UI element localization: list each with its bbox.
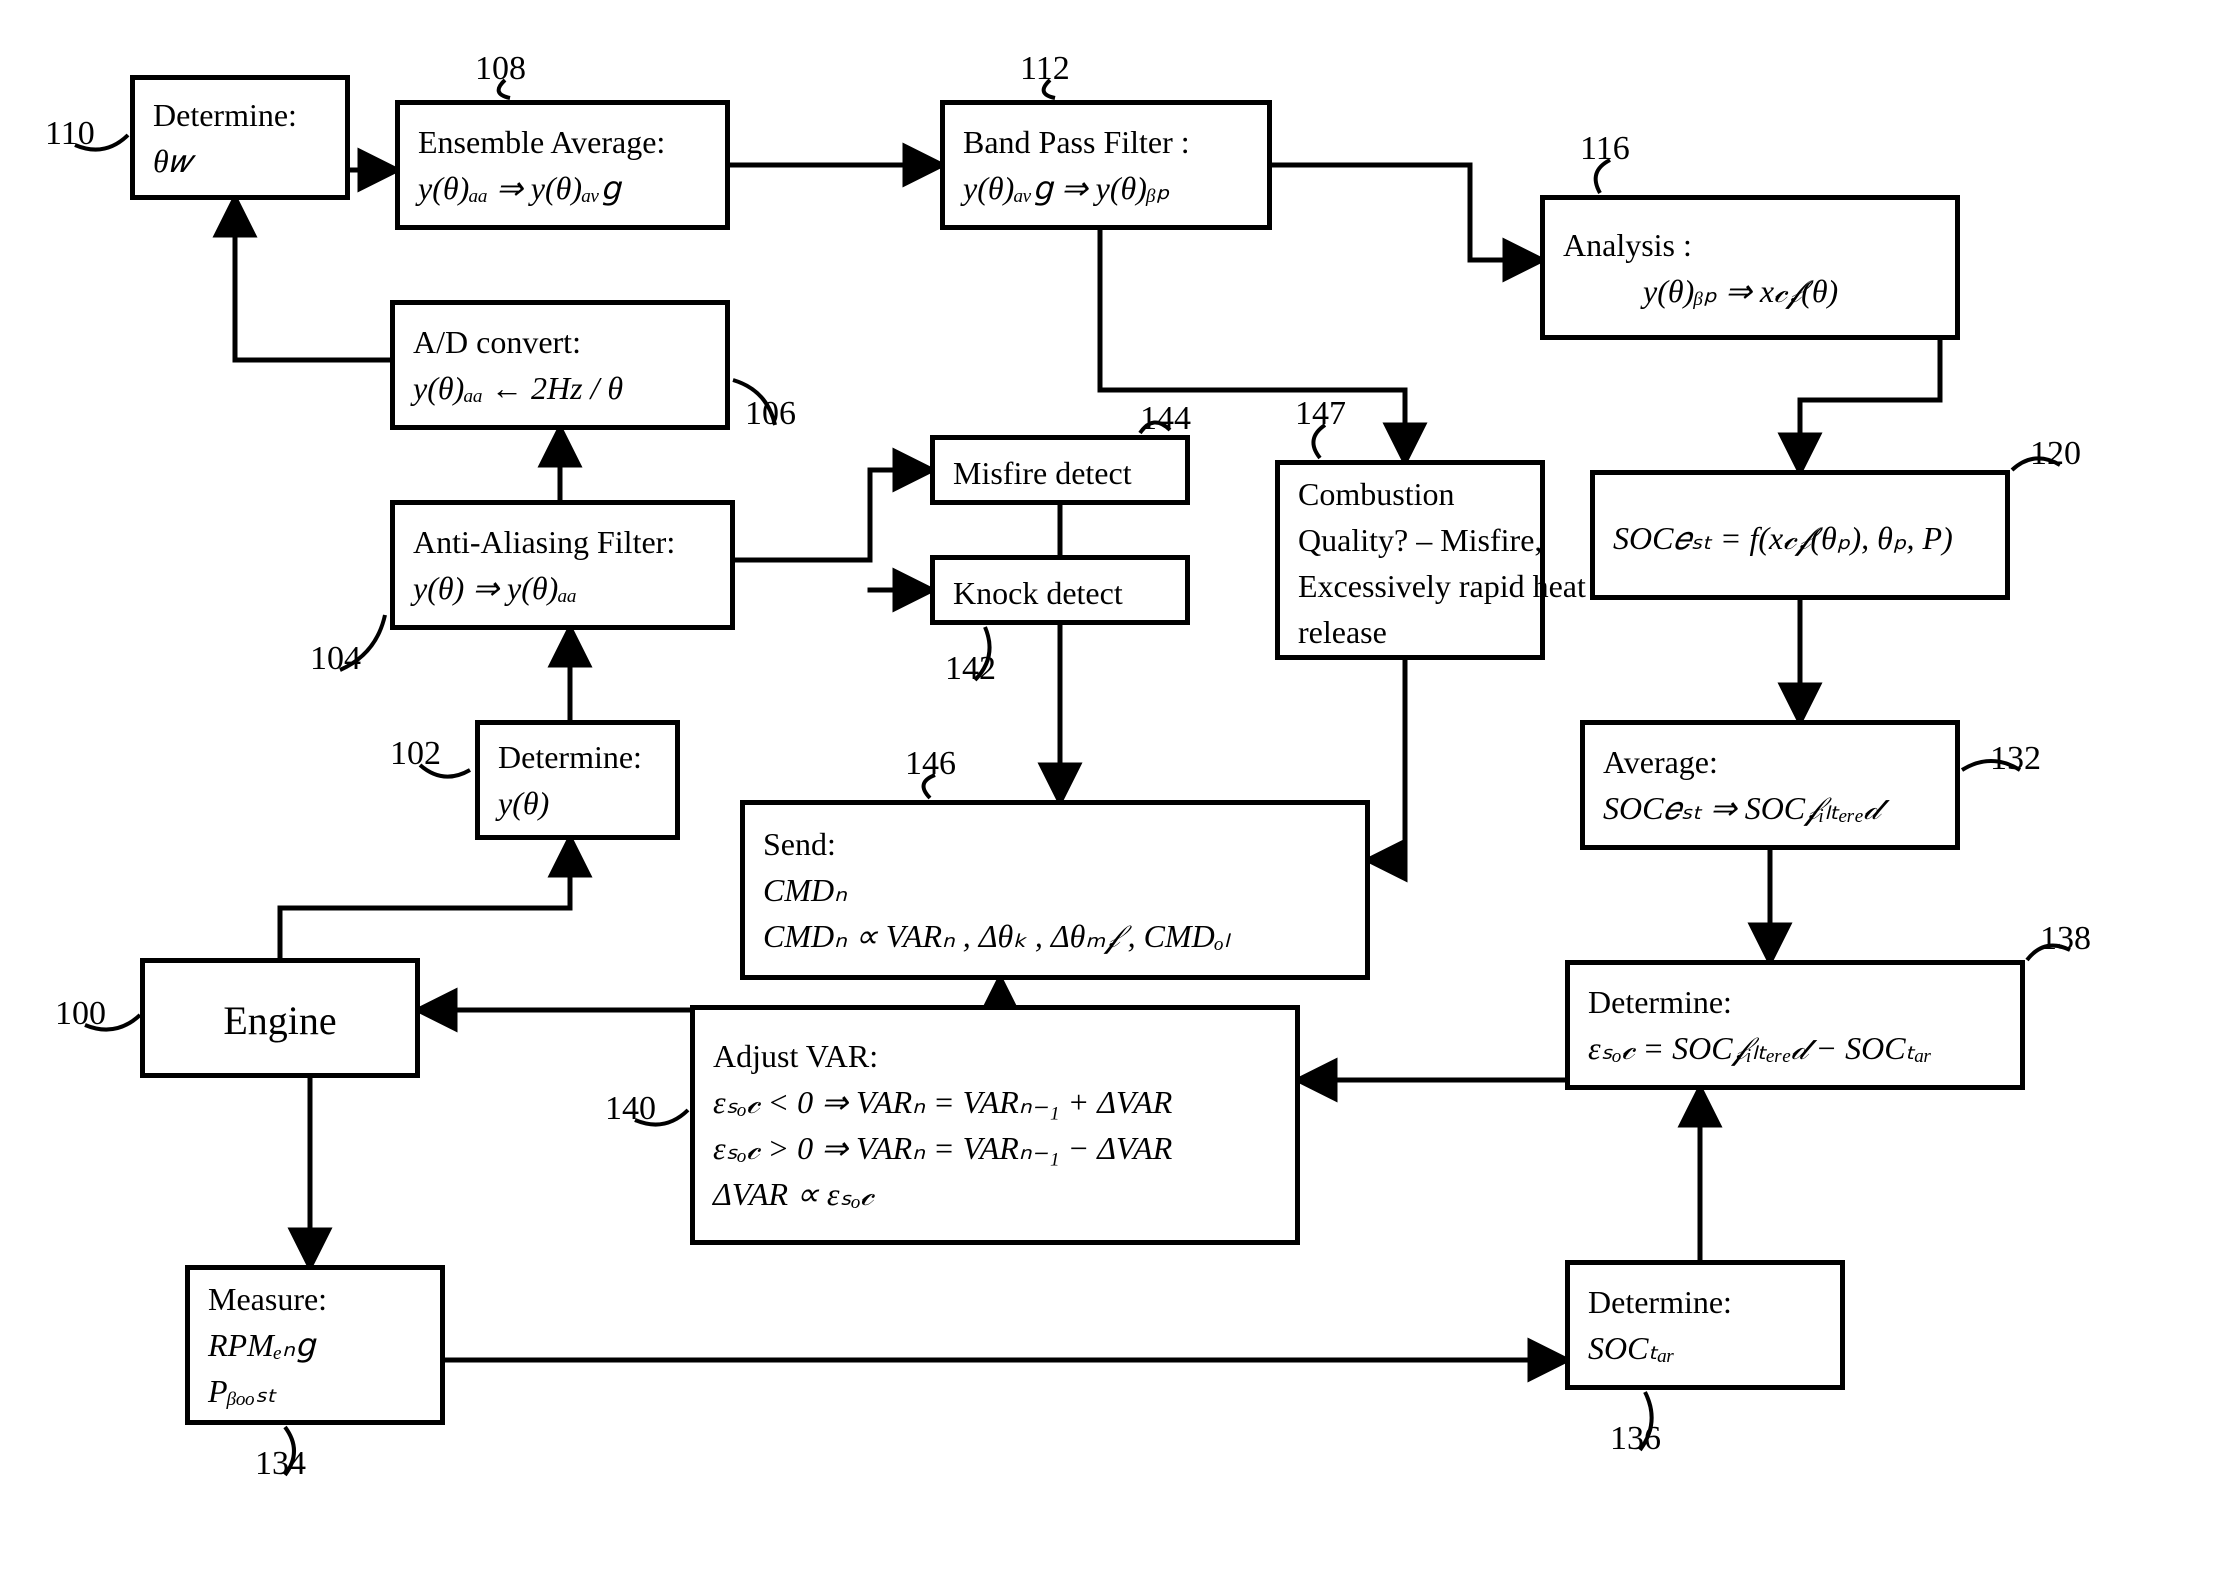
node-send-formula-1: CMDₙ ∝ VARₙ , Δθₖ , Δθₘ𝒻 , CMDₒₗ [763, 916, 1347, 956]
node-adjust_var-title: Adjust VAR: [713, 1036, 1277, 1076]
ref-116: 116 [1580, 130, 1630, 168]
node-quality-formula-0: Combustion [1298, 474, 1522, 514]
flowchart-canvas: Engine Determine: y(θ) Anti-Aliasing Filter… [0, 0, 2235, 1589]
node-measure-formula-1: Pᵦₒₒₛₜ [208, 1371, 422, 1411]
node-send: Send: CMDₙ CMDₙ ∝ VARₙ , Δθₖ , Δθₘ𝒻 , CMDₒ… [740, 800, 1370, 980]
node-ensemble: Ensemble Average: y(θ)ₐₐ ⇒ y(θ)ₐᵥ𝗀 [395, 100, 730, 230]
node-misfire-formula-0: Misfire detect [953, 453, 1167, 493]
edge-e-aa-detectors [735, 470, 870, 560]
node-measure-formula-0: RPMₑₙ𝗀 [208, 1325, 422, 1365]
node-anti_alias: Anti-Aliasing Filter: y(θ) ⇒ y(θ)ₐₐ [390, 500, 735, 630]
node-bandpass: Band Pass Filter : y(θ)ₐᵥ𝗀 ⇒ y(θ)ᵦₚ [940, 100, 1272, 230]
node-soc_tar-title: Determine: [1588, 1282, 1822, 1322]
ref-132: 132 [1990, 740, 2041, 778]
ref-110: 110 [45, 115, 95, 153]
node-ad_convert-title: A/D convert: [413, 322, 707, 362]
ref-100: 100 [55, 995, 106, 1033]
node-bandpass-title: Band Pass Filter : [963, 122, 1249, 162]
node-average-title: Average: [1603, 742, 1937, 782]
node-send-formula-0: CMDₙ [763, 870, 1347, 910]
node-bandpass-formula-0: y(θ)ₐᵥ𝗀 ⇒ y(θ)ᵦₚ [963, 168, 1249, 208]
node-average: Average: SOC𝑒ₛₜ ⇒ SOC𝒻ᵢₗₜₑᵣₑ𝒹 [1580, 720, 1960, 850]
node-analysis-title: Analysis : [1563, 225, 1937, 265]
node-send-title: Send: [763, 824, 1347, 864]
node-determine_y-title: Determine: [498, 737, 657, 777]
ref-134: 134 [255, 1445, 306, 1483]
edge-e-ad-tw [235, 200, 390, 360]
node-determine_tw: Determine: θ𝑤 [130, 75, 350, 200]
node-quality-formula-3: release [1298, 612, 1522, 652]
node-det_eps-title: Determine: [1588, 982, 2002, 1022]
node-det_eps: Determine: εₛₒ𝒸 = SOC𝒻ᵢₗₜₑᵣₑ𝒹 − SOCₜₐᵣ [1565, 960, 2025, 1090]
edge-e-engine-dety [280, 840, 570, 958]
node-measure: Measure: RPMₑₙ𝗀 Pᵦₒₒₛₜ [185, 1265, 445, 1425]
node-adjust_var: Adjust VAR: εₛₒ𝒸 < 0 ⇒ VARₙ = VARₙ₋₁ + ΔV… [690, 1005, 1300, 1245]
node-determine_tw-formula-0: θ𝑤 [153, 141, 327, 181]
node-determine_tw-title: Determine: [153, 95, 327, 135]
node-determine_y: Determine: y(θ) [475, 720, 680, 840]
ref-108: 108 [475, 50, 526, 88]
ref-142: 142 [945, 650, 996, 688]
ref-136: 136 [1610, 1420, 1661, 1458]
node-anti_alias-formula-0: y(θ) ⇒ y(θ)ₐₐ [413, 568, 712, 608]
ref-112: 112 [1020, 50, 1070, 88]
node-soc_tar-formula-0: SOCₜₐᵣ [1588, 1328, 1822, 1368]
ref-140: 140 [605, 1090, 656, 1128]
ref-147: 147 [1295, 395, 1346, 433]
node-knock-formula-0: Knock detect [953, 573, 1167, 613]
ref-120: 120 [2030, 435, 2081, 473]
node-det_eps-formula-0: εₛₒ𝒸 = SOC𝒻ᵢₗₜₑᵣₑ𝒹 − SOCₜₐᵣ [1588, 1028, 2002, 1068]
node-engine: Engine [140, 958, 420, 1078]
node-quality-formula-1: Quality? – Misfire, [1298, 520, 1522, 560]
ref-144: 144 [1140, 400, 1191, 438]
node-analysis: Analysis : y(θ)ᵦₚ ⇒ x𝒸𝒻(θ) [1540, 195, 1960, 340]
edge-e-analysis-socest [1800, 340, 1940, 470]
node-average-formula-0: SOC𝑒ₛₜ ⇒ SOC𝒻ᵢₗₜₑᵣₑ𝒹 [1603, 788, 1937, 828]
node-soc_est: SOC𝑒ₛₜ = f(x𝒸𝒻(θₚ), θₚ, P) [1590, 470, 2010, 600]
node-analysis-formula-0: y(θ)ᵦₚ ⇒ x𝒸𝒻(θ) [1563, 271, 1937, 311]
edge-e-quality-send [1370, 660, 1405, 860]
node-anti_alias-title: Anti-Aliasing Filter: [413, 522, 712, 562]
node-adjust_var-formula-0: εₛₒ𝒸 < 0 ⇒ VARₙ = VARₙ₋₁ + ΔVAR [713, 1082, 1277, 1122]
node-adjust_var-formula-1: εₛₒ𝒸 > 0 ⇒ VARₙ = VARₙ₋₁ − ΔVAR [713, 1128, 1277, 1168]
node-misfire: Misfire detect [930, 435, 1190, 505]
node-adjust_var-formula-2: ΔVAR ∝ εₛₒ𝒸 [713, 1174, 1277, 1214]
node-ensemble-formula-0: y(θ)ₐₐ ⇒ y(θ)ₐᵥ𝗀 [418, 168, 707, 208]
node-ad_convert-formula-0: y(θ)ₐₐ ← 2Hz / θ [413, 368, 707, 408]
node-measure-title: Measure: [208, 1279, 422, 1319]
node-determine_y-formula-0: y(θ) [498, 783, 657, 823]
node-ad_convert: A/D convert: y(θ)ₐₐ ← 2Hz / θ [390, 300, 730, 430]
node-engine-formula-0: Engine [223, 996, 336, 1046]
ref-104: 104 [310, 640, 361, 678]
node-soc_tar: Determine: SOCₜₐᵣ [1565, 1260, 1845, 1390]
node-soc_est-formula-0: SOC𝑒ₛₜ = f(x𝒸𝒻(θₚ), θₚ, P) [1613, 518, 1987, 558]
ref-102: 102 [390, 735, 441, 773]
node-quality-formula-2: Excessively rapid heat [1298, 566, 1522, 606]
edge-e-bp-analysis [1272, 165, 1540, 260]
node-knock: Knock detect [930, 555, 1190, 625]
ref-138: 138 [2040, 920, 2091, 958]
node-quality: Combustion Quality? – Misfire, Excessively… [1275, 460, 1545, 660]
ref-146: 146 [905, 745, 956, 783]
ref-106: 106 [745, 395, 796, 433]
node-ensemble-title: Ensemble Average: [418, 122, 707, 162]
